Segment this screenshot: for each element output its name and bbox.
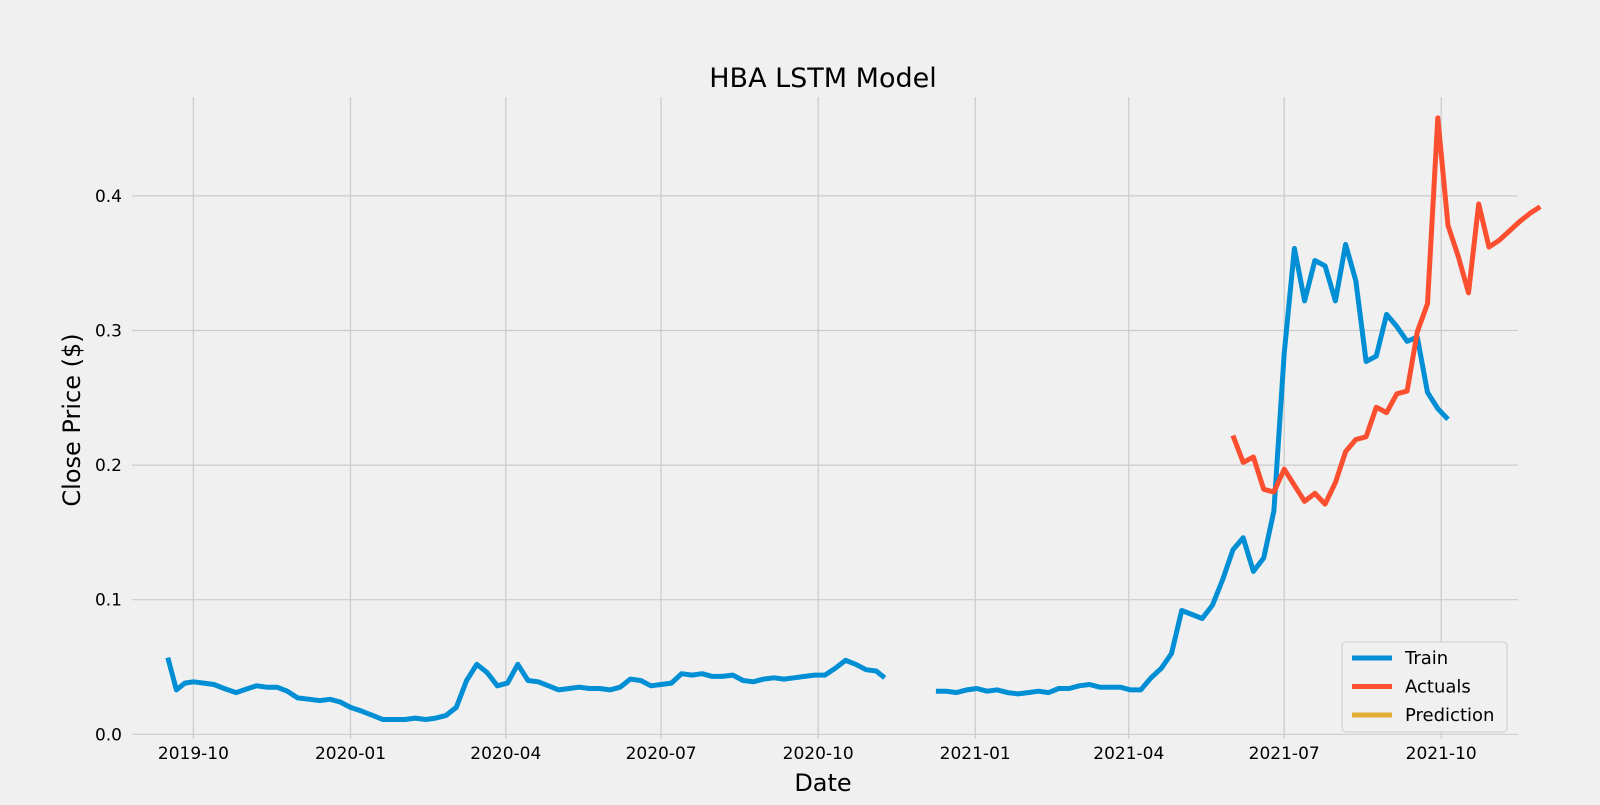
y-tick-label: 0.3 [95,322,122,342]
legend-label-actuals: Actuals [1405,677,1471,698]
tick-labels: 2019-10 2020-01 2020-04 2020-07 2020-10 2021-… [95,187,1477,764]
y-tick-label: 0.0 [95,725,122,745]
series-line-train [935,241,1450,697]
x-tick-label: 2020-07 [626,744,697,764]
y-tick-label: 0.1 [95,591,122,611]
x-tick-label: 2020-01 [315,744,386,764]
series-line-actuals [1230,115,1542,507]
series-line-train [165,656,887,722]
y-axis-label: Close Price ($) [58,333,86,506]
x-tick-label: 2021-10 [1406,744,1477,764]
grid [132,97,1518,739]
legend-label-prediction: Prediction [1405,705,1494,726]
x-tick-label: 2020-04 [470,744,541,764]
series-lines [165,115,1542,722]
x-axis-label: Date [794,769,851,797]
x-tick-label: 2019-10 [158,744,229,764]
legend-label-train: Train [1404,648,1448,669]
y-tick-label: 0.4 [95,187,122,207]
legend-box [1341,641,1508,733]
x-tick-label: 2021-01 [940,744,1011,764]
legend: Train Actuals Prediction [1341,641,1508,733]
chart-title: HBA LSTM Model [709,63,937,94]
x-tick-label: 2021-07 [1249,744,1320,764]
y-tick-label: 0.2 [95,456,122,476]
x-tick-label: 2020-10 [783,744,854,764]
x-tick-label: 2021-04 [1093,744,1164,764]
